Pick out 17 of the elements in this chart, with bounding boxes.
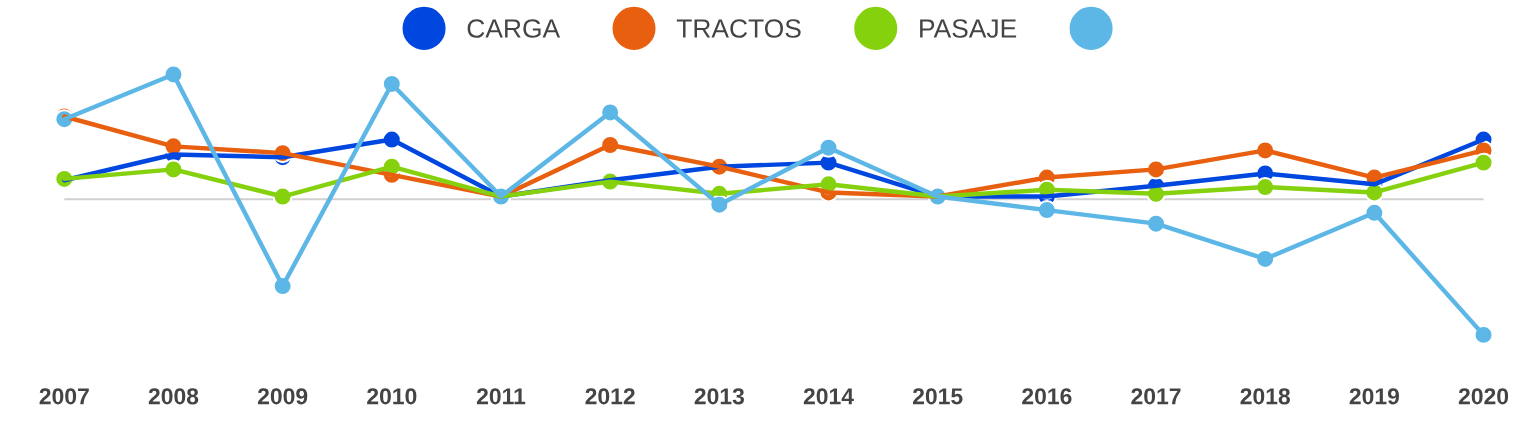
x-tick-label: 2010 xyxy=(367,388,417,405)
x-tick-label: 2017 xyxy=(1131,388,1181,405)
legend-label: CARGA xyxy=(467,19,561,38)
x-tick-label: 2014 xyxy=(803,388,854,405)
legend-label: TRACTOS xyxy=(676,19,801,38)
x-tick-label: 2008 xyxy=(148,388,199,405)
x-tick-label: 2018 xyxy=(1240,388,1290,405)
x-tick-label: 2012 xyxy=(585,388,635,405)
legend-label: PASAJE xyxy=(920,19,1017,38)
x-tick-label: 2016 xyxy=(1022,388,1072,405)
x-tick-label: 2007 xyxy=(39,388,89,405)
x-tick-label: 2020 xyxy=(1458,388,1509,405)
x-tick-label: 2009 xyxy=(257,388,308,405)
x-tick-label: 2019 xyxy=(1349,388,1400,405)
x-tick-label: 2013 xyxy=(694,388,744,405)
x-tick-label: 2011 xyxy=(476,388,526,405)
x-tick-label: 2015 xyxy=(912,388,963,405)
